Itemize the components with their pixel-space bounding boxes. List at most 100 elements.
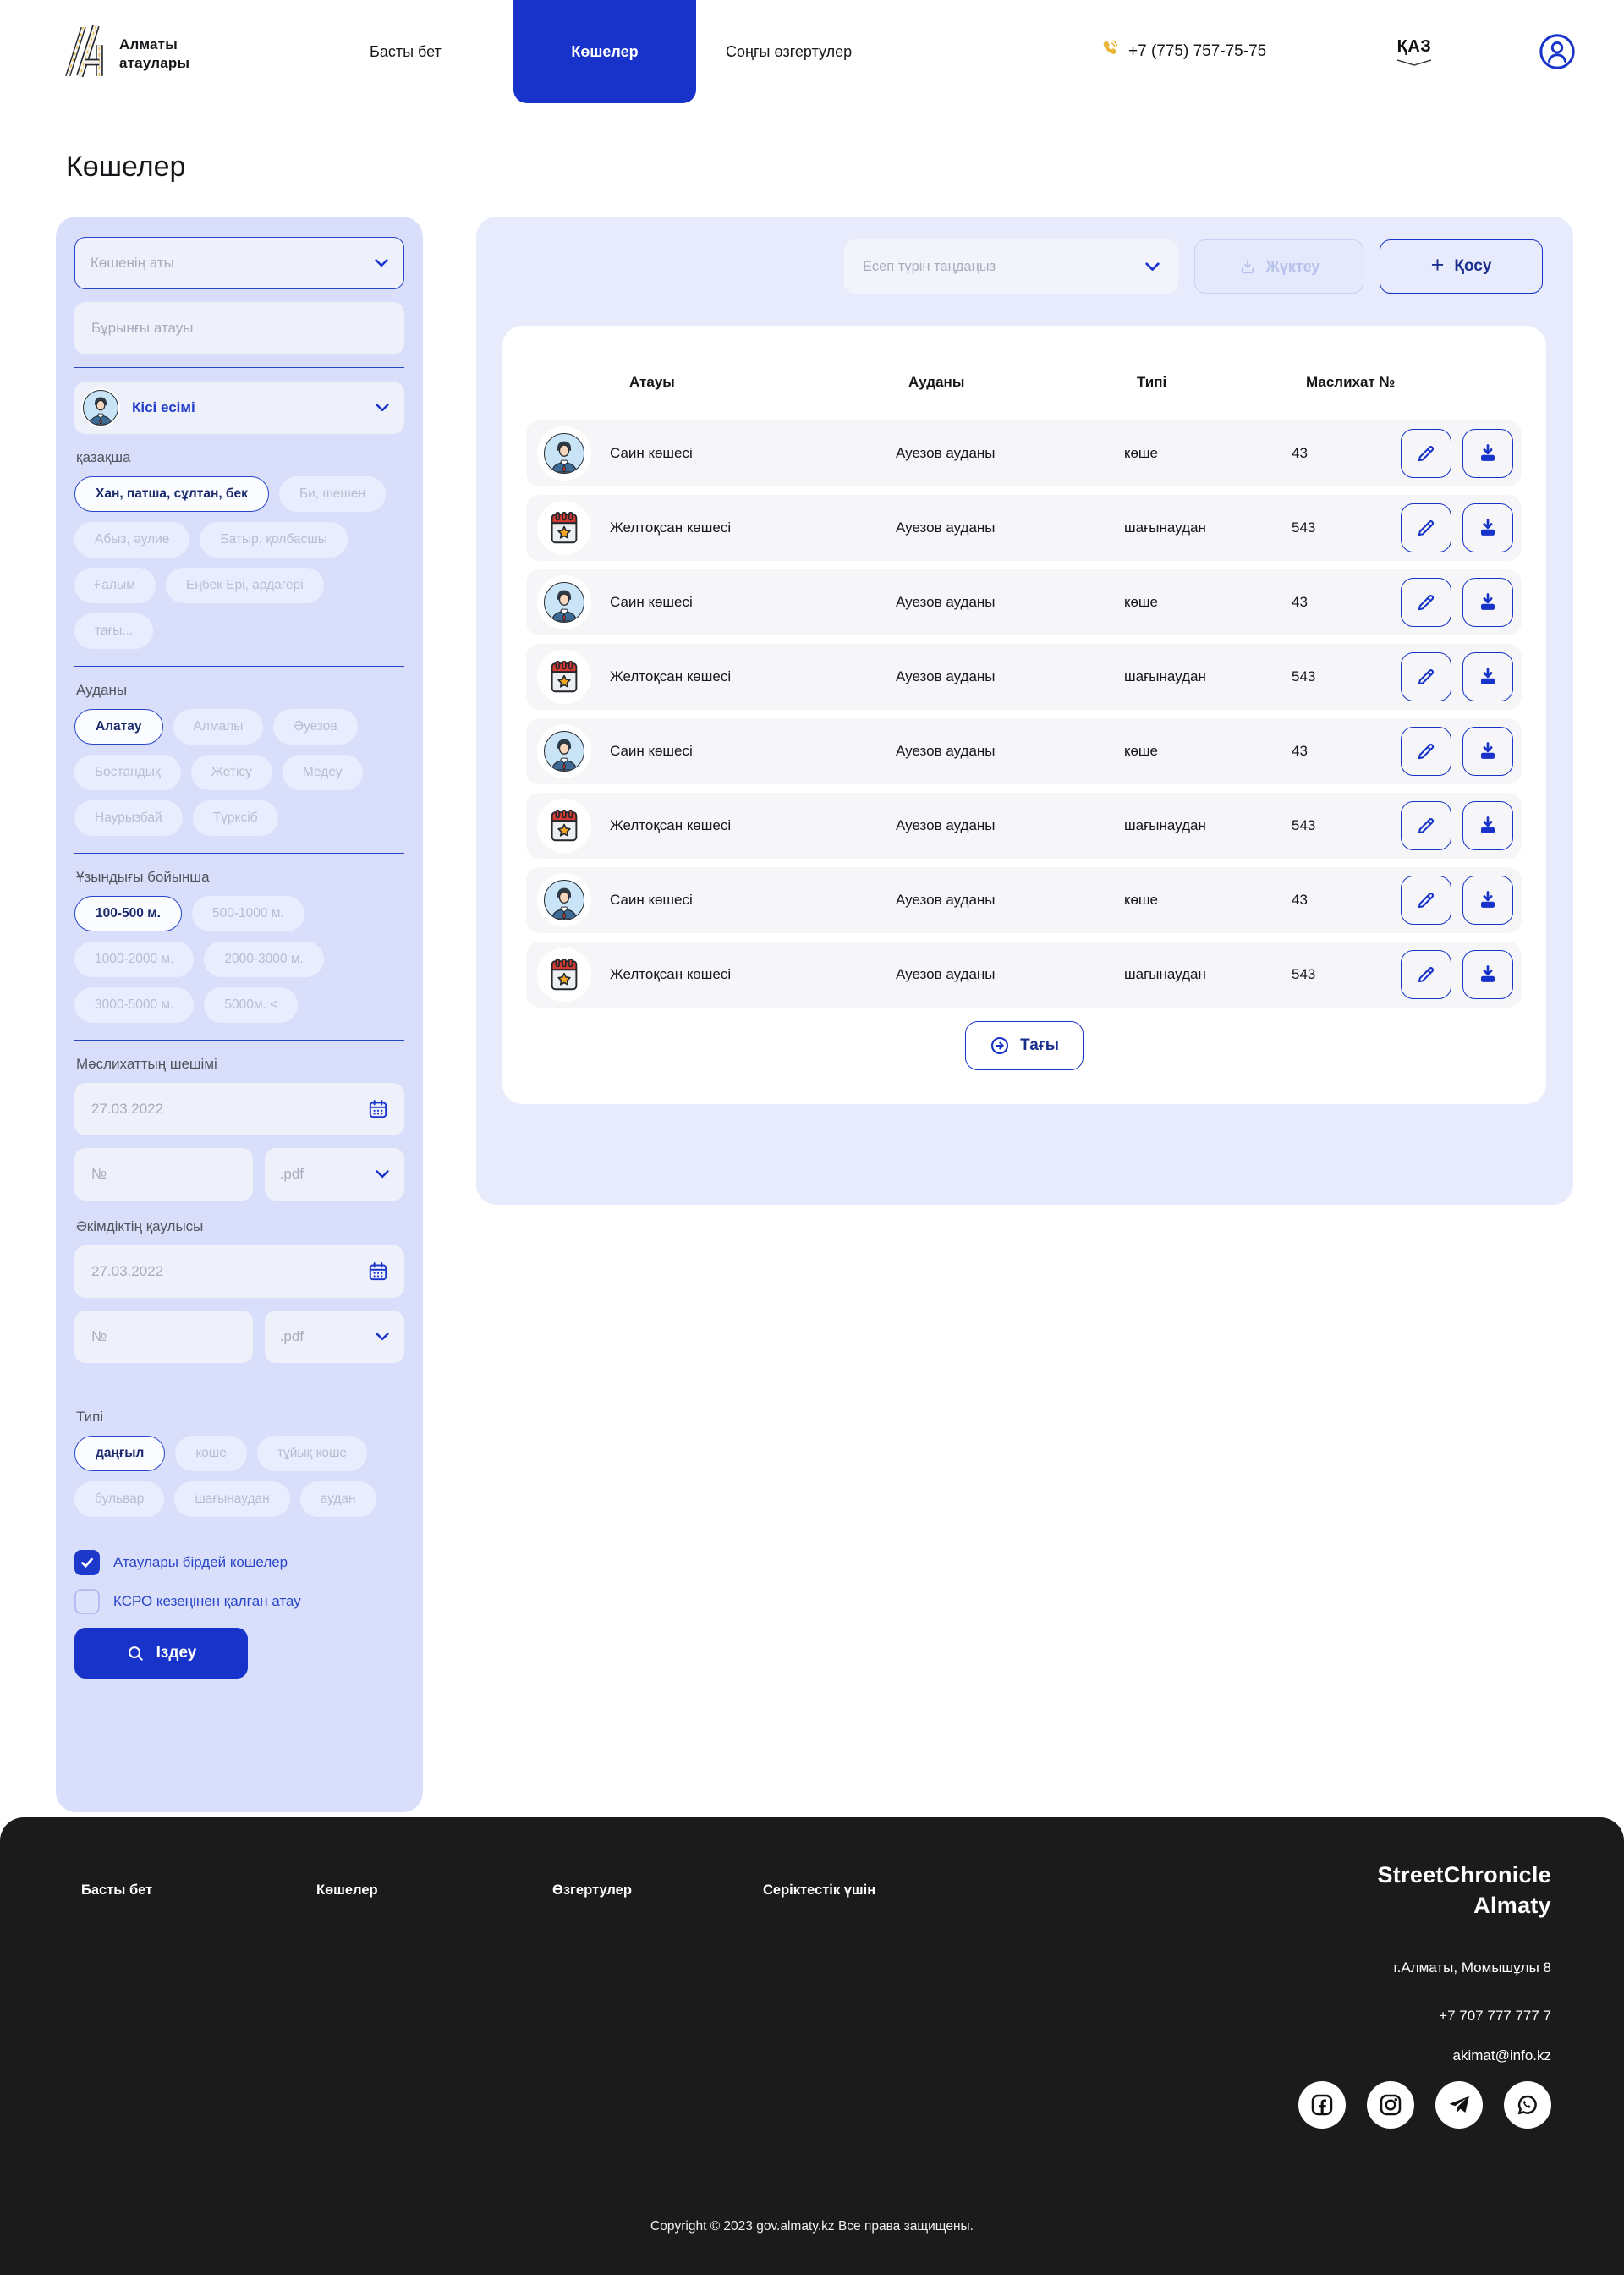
filter-chip[interactable]: тағы... (74, 613, 154, 649)
maslihat-date-field[interactable] (74, 1083, 404, 1135)
maslihat-no-cell: 43 (1292, 594, 1308, 610)
checkbox-checked-icon[interactable] (74, 1550, 100, 1575)
district-cell: Ауезов ауданы (896, 966, 996, 982)
nav-item-recent-changes[interactable]: Соңғы өзгертулер (726, 42, 853, 60)
search-button[interactable]: Іздеу (74, 1628, 248, 1679)
filter-chip[interactable]: Алмалы (173, 709, 264, 745)
column-header-name: Атауы (629, 374, 675, 390)
person-name-select[interactable]: Кісі есімі (74, 382, 404, 434)
filter-chip[interactable]: Еңбек Ері, ардагері (165, 568, 324, 603)
nav-item-streets-active[interactable]: Көшелер (513, 0, 696, 103)
akimdik-number-input[interactable] (90, 1327, 238, 1346)
maslihat-filetype-select[interactable]: .pdf (264, 1148, 404, 1201)
soviet-name-checkbox-row[interactable]: КСРО кезеңінен қалған атау (74, 1589, 404, 1614)
edit-button[interactable] (1401, 950, 1451, 999)
akimdik-section-label: Әкімдіктің қаулысы (76, 1218, 204, 1234)
download-button[interactable] (1462, 429, 1513, 478)
edit-button[interactable] (1401, 503, 1451, 552)
download-button[interactable] (1462, 801, 1513, 850)
filter-chip[interactable]: Түрксіб (192, 800, 278, 836)
filter-chip[interactable]: Би, шешен (278, 476, 387, 512)
maslihat-number-input[interactable] (90, 1165, 238, 1184)
download-button[interactable] (1462, 727, 1513, 776)
former-name-field[interactable] (74, 302, 404, 354)
footer-link-streets[interactable]: Көшелер (316, 1882, 378, 1898)
filter-chip[interactable]: даңғыл (74, 1436, 166, 1471)
street-name-cell: Желтоқсан көшесі (610, 966, 732, 982)
footer-link-home[interactable]: Басты бет (81, 1882, 153, 1898)
calendar-icon[interactable] (367, 1098, 389, 1120)
edit-button[interactable] (1401, 652, 1451, 701)
table-row: Желтоқсан көшесі Ауезов ауданы шағынаудан 5… (526, 942, 1522, 1008)
download-button[interactable] (1462, 578, 1513, 627)
download-button[interactable] (1462, 876, 1513, 925)
download-button[interactable] (1462, 950, 1513, 999)
download-button[interactable] (1462, 652, 1513, 701)
street-name-cell: Саин көшесі (610, 594, 693, 610)
same-names-checkbox-row[interactable]: Атаулары бірдей көшелер (74, 1550, 404, 1575)
calendar-icon[interactable] (367, 1261, 389, 1283)
download-button[interactable] (1462, 503, 1513, 552)
user-icon (1539, 34, 1575, 69)
header-phone[interactable]: +7 (775) 757-75-75 (1100, 0, 1266, 103)
streets-table-card: Атауы Ауданы Типі Маслихат № Саин көшесі… (502, 326, 1546, 1104)
akimdik-date-input[interactable] (90, 1262, 367, 1281)
edit-button[interactable] (1401, 727, 1451, 776)
facebook-icon[interactable] (1298, 2081, 1346, 2129)
street-name-select[interactable]: Көшенің аты (74, 237, 404, 289)
filter-chip[interactable]: бульвар (74, 1481, 165, 1517)
filter-chip[interactable]: Хан, патша, сұлтан, бек (74, 476, 269, 512)
user-account-button[interactable] (1538, 32, 1577, 71)
edit-button[interactable] (1401, 876, 1451, 925)
language-selector[interactable]: ҚАЗ (1396, 0, 1433, 103)
akimdik-number-field[interactable] (74, 1311, 253, 1363)
filter-chip[interactable]: шағынаудан (174, 1481, 290, 1517)
filter-chip[interactable]: Медеу (282, 755, 363, 790)
report-type-select[interactable]: Есеп түрін таңдаңыз (844, 239, 1178, 294)
table-row: Желтоқсан көшесі Ауезов ауданы шағынаудан 5… (526, 793, 1522, 859)
filter-chip[interactable]: 2000-3000 м. (204, 942, 324, 977)
edit-button[interactable] (1401, 429, 1451, 478)
filter-chip[interactable]: Абыз, әулие (74, 522, 190, 558)
street-name-cell: Желтоқсан көшесі (610, 519, 732, 536)
filter-chip[interactable]: тұйық көше (256, 1436, 368, 1471)
calendar-icon (537, 948, 591, 1002)
filter-chip[interactable]: Ғалым (74, 568, 156, 603)
filter-chip[interactable]: көше (175, 1436, 247, 1471)
maslihat-date-input[interactable] (90, 1100, 367, 1118)
filter-chip[interactable]: Наурызбай (74, 800, 183, 836)
instagram-icon[interactable] (1367, 2081, 1414, 2129)
download-report-button[interactable]: Жүктеу (1194, 239, 1363, 294)
filter-chip[interactable]: Бостандық (74, 755, 181, 790)
filter-chip[interactable]: 5000м. < (204, 987, 299, 1023)
edit-button[interactable] (1401, 578, 1451, 627)
telegram-icon[interactable] (1435, 2081, 1483, 2129)
footer-link-partnership[interactable]: Серіктестік үшін (763, 1882, 876, 1898)
filter-chip[interactable]: аудан (299, 1481, 376, 1517)
street-name-cell: Желтоқсан көшесі (610, 668, 732, 684)
add-street-button[interactable]: + Қосу (1380, 239, 1543, 294)
filter-chip[interactable]: Батыр, қолбасшы (200, 522, 348, 558)
filter-chip[interactable]: 100-500 м. (74, 896, 182, 931)
akimdik-date-field[interactable] (74, 1245, 404, 1298)
footer-phone[interactable]: +7 707 777 777 7 (1439, 2008, 1551, 2024)
filter-chip[interactable]: Әуезов (273, 709, 358, 745)
footer-link-changes[interactable]: Өзгертулер (552, 1882, 632, 1898)
filter-chip[interactable]: 1000-2000 м. (74, 942, 195, 977)
whatsapp-icon[interactable] (1504, 2081, 1551, 2129)
edit-button[interactable] (1401, 801, 1451, 850)
checkbox-unchecked-icon[interactable] (74, 1589, 100, 1614)
akimdik-filetype-select[interactable]: .pdf (264, 1311, 404, 1363)
filter-chip[interactable]: Алатау (74, 709, 163, 745)
app-logo[interactable]: Алматы атаулары (63, 24, 189, 84)
nav-item-home[interactable]: Басты бет (370, 42, 442, 60)
filter-chip[interactable]: 500-1000 м. (191, 896, 304, 931)
former-name-input[interactable] (90, 319, 389, 338)
footer-email[interactable]: akimat@info.kz (1452, 2047, 1551, 2063)
load-more-button[interactable]: Тағы (965, 1021, 1084, 1070)
filter-chip[interactable]: 3000-5000 м. (74, 987, 195, 1023)
maslihat-number-field[interactable] (74, 1148, 253, 1201)
footer: Басты бет Көшелер Өзгертулер Серіктестік… (0, 1817, 1624, 2275)
filter-chip[interactable]: Жетісу (190, 755, 272, 790)
table-row: Саин көшесі Ауезов ауданы көше 43 (526, 420, 1522, 486)
